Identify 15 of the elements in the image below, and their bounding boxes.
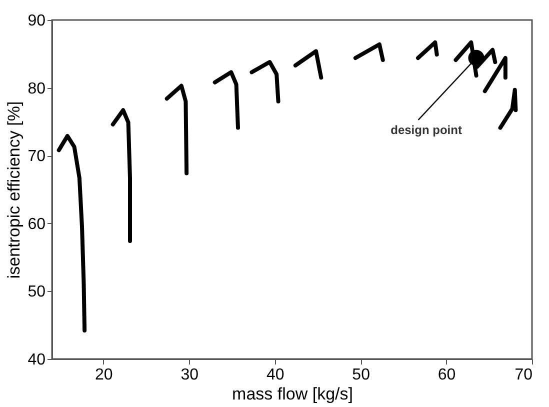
annotation: design point (390, 122, 462, 137)
x-tick-label: 70 (514, 366, 533, 384)
y-tick-label: 90 (28, 12, 46, 30)
y-tick-label: 60 (28, 216, 46, 233)
x-tick-label: 50 (352, 366, 370, 384)
x-tick-label: 20 (95, 366, 113, 384)
y-tick-label: 70 (28, 148, 46, 166)
y-axis-title: isentropic efficiency [%] (4, 101, 24, 279)
x-tick-label: 30 (180, 366, 199, 384)
y-tick-label: 40 (28, 352, 46, 368)
x-tick-label: 40 (266, 366, 284, 384)
x-tick-label: 60 (438, 366, 456, 384)
y-tick-label: 50 (28, 284, 46, 301)
x-axis-title: mass flow [kg/s] (232, 384, 353, 404)
y-tick-label: 80 (28, 80, 46, 98)
